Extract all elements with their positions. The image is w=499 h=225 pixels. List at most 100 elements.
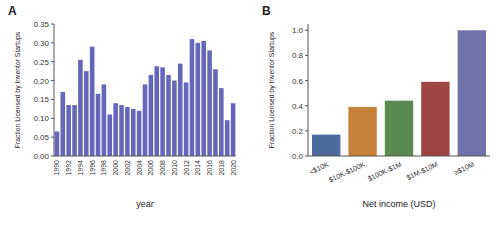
- bar: [90, 47, 95, 156]
- bar: [143, 84, 148, 156]
- bar: [154, 66, 159, 156]
- y-tick-label: 0.15: [33, 95, 49, 104]
- y-tick: [51, 61, 54, 62]
- bar: [119, 105, 124, 156]
- y-tick: [51, 24, 54, 25]
- bar: [190, 39, 195, 156]
- bar: [55, 131, 60, 156]
- y-tick-label: 0.2: [292, 127, 304, 136]
- bar: [213, 69, 218, 156]
- bar: [231, 103, 236, 156]
- x-tick-label: <$10K: [308, 160, 330, 175]
- bar: [196, 43, 201, 156]
- y-tick: [305, 105, 308, 106]
- x-tick-label: 2002: [124, 160, 131, 176]
- y-tick-label: 0.20: [33, 77, 49, 86]
- bar: [385, 101, 413, 156]
- x-axis-label: Net income (USD): [362, 199, 435, 209]
- y-tick-label: 0.6: [292, 77, 304, 86]
- y-axis-line: [54, 24, 55, 156]
- y-tick-label: 0.05: [33, 133, 49, 142]
- y-tick: [305, 80, 308, 81]
- bar: [137, 111, 142, 156]
- bar: [201, 41, 206, 156]
- x-tick-label: 1996: [89, 160, 96, 176]
- y-tick-label: 0.00: [33, 152, 49, 161]
- x-axis-line: [308, 156, 490, 157]
- bar: [207, 50, 212, 156]
- bar: [348, 107, 376, 156]
- x-tick-label: 2012: [183, 160, 190, 176]
- panel: A 0.00 0.05 0.10 0.15 0.20 0.25 0.30 0.35 1990 199…: [8, 4, 237, 209]
- x-tick-label: 2020: [230, 160, 237, 176]
- x-tick-label: 2006: [147, 160, 154, 176]
- x-axis-label: year: [136, 199, 154, 209]
- y-tick: [51, 42, 54, 43]
- bar: [160, 67, 165, 156]
- y-axis-label: Fraction Licensed by Inventor Startups: [14, 31, 22, 148]
- bars: [312, 30, 486, 156]
- x-tick-label: 2016: [206, 160, 213, 176]
- y-tick-label: 0.0: [292, 152, 304, 161]
- x-tick-label: 1994: [77, 160, 84, 176]
- bar: [458, 30, 486, 156]
- x-tick-label: 2018: [218, 160, 225, 176]
- bar: [102, 84, 107, 156]
- x-tick-label: ≥$10M: [453, 160, 475, 175]
- bar: [113, 103, 118, 156]
- panel-label: B: [262, 4, 271, 18]
- bar: [225, 120, 230, 156]
- x-tick-label: 2000: [112, 160, 119, 176]
- x-tick-label: 1992: [65, 160, 72, 176]
- x-tick-label: 2014: [194, 160, 201, 176]
- y-tick: [51, 118, 54, 119]
- bar: [312, 135, 340, 156]
- y-tick: [51, 99, 54, 100]
- bar: [184, 82, 189, 156]
- x-tick-label: $100K-$1M: [367, 160, 403, 182]
- bar: [219, 88, 224, 156]
- y-tick-label: 0.10: [33, 114, 49, 123]
- y-axis-line: [308, 24, 309, 156]
- bar: [107, 115, 112, 156]
- y-tick-label: 0.30: [33, 39, 49, 48]
- bar: [61, 92, 66, 156]
- y-axis-label: Fraction Licensed by Inventor Startups: [268, 31, 276, 148]
- bar: [84, 71, 89, 156]
- y-tick: [305, 30, 308, 31]
- bars: [55, 39, 236, 156]
- bar: [166, 75, 171, 156]
- y-tick-label: 1.0: [292, 26, 304, 35]
- y-tick: [305, 55, 308, 56]
- x-tick-label: $10K-$100K: [328, 160, 367, 183]
- y-tick: [305, 130, 308, 131]
- y-tick-label: 0.25: [33, 58, 49, 67]
- x-axis-line: [54, 156, 236, 157]
- y-tick: [51, 137, 54, 138]
- bar: [178, 64, 183, 156]
- bar: [172, 81, 177, 156]
- x-tick-label: 1990: [53, 160, 60, 176]
- panel: B 0.0 0.2 0.4 0.6 0.8 1.0 <$10K$10K-$100K$100K-…: [262, 4, 490, 209]
- bar: [125, 107, 130, 156]
- x-tick-label: 2010: [171, 160, 178, 176]
- x-tick-label: 1998: [100, 160, 107, 176]
- y-tick-label: 0.35: [33, 20, 49, 29]
- x-tick-label: 2004: [136, 160, 143, 176]
- bar: [78, 60, 83, 156]
- y-tick-label: 0.8: [292, 51, 304, 60]
- bar: [131, 109, 136, 156]
- y-tick: [51, 156, 54, 157]
- bar: [72, 105, 77, 156]
- bar: [421, 82, 449, 156]
- figure: A 0.00 0.05 0.10 0.15 0.20 0.25 0.30 0.35 1990 199…: [0, 0, 499, 225]
- x-tick-label: $1M-$10M: [406, 160, 439, 181]
- y-tick: [51, 80, 54, 81]
- bar: [66, 105, 71, 156]
- y-tick: [305, 156, 308, 157]
- x-tick-label: 2008: [159, 160, 166, 176]
- panel-label: A: [8, 4, 17, 18]
- y-tick-label: 0.4: [292, 102, 304, 111]
- bar: [149, 75, 154, 156]
- bar: [96, 94, 101, 156]
